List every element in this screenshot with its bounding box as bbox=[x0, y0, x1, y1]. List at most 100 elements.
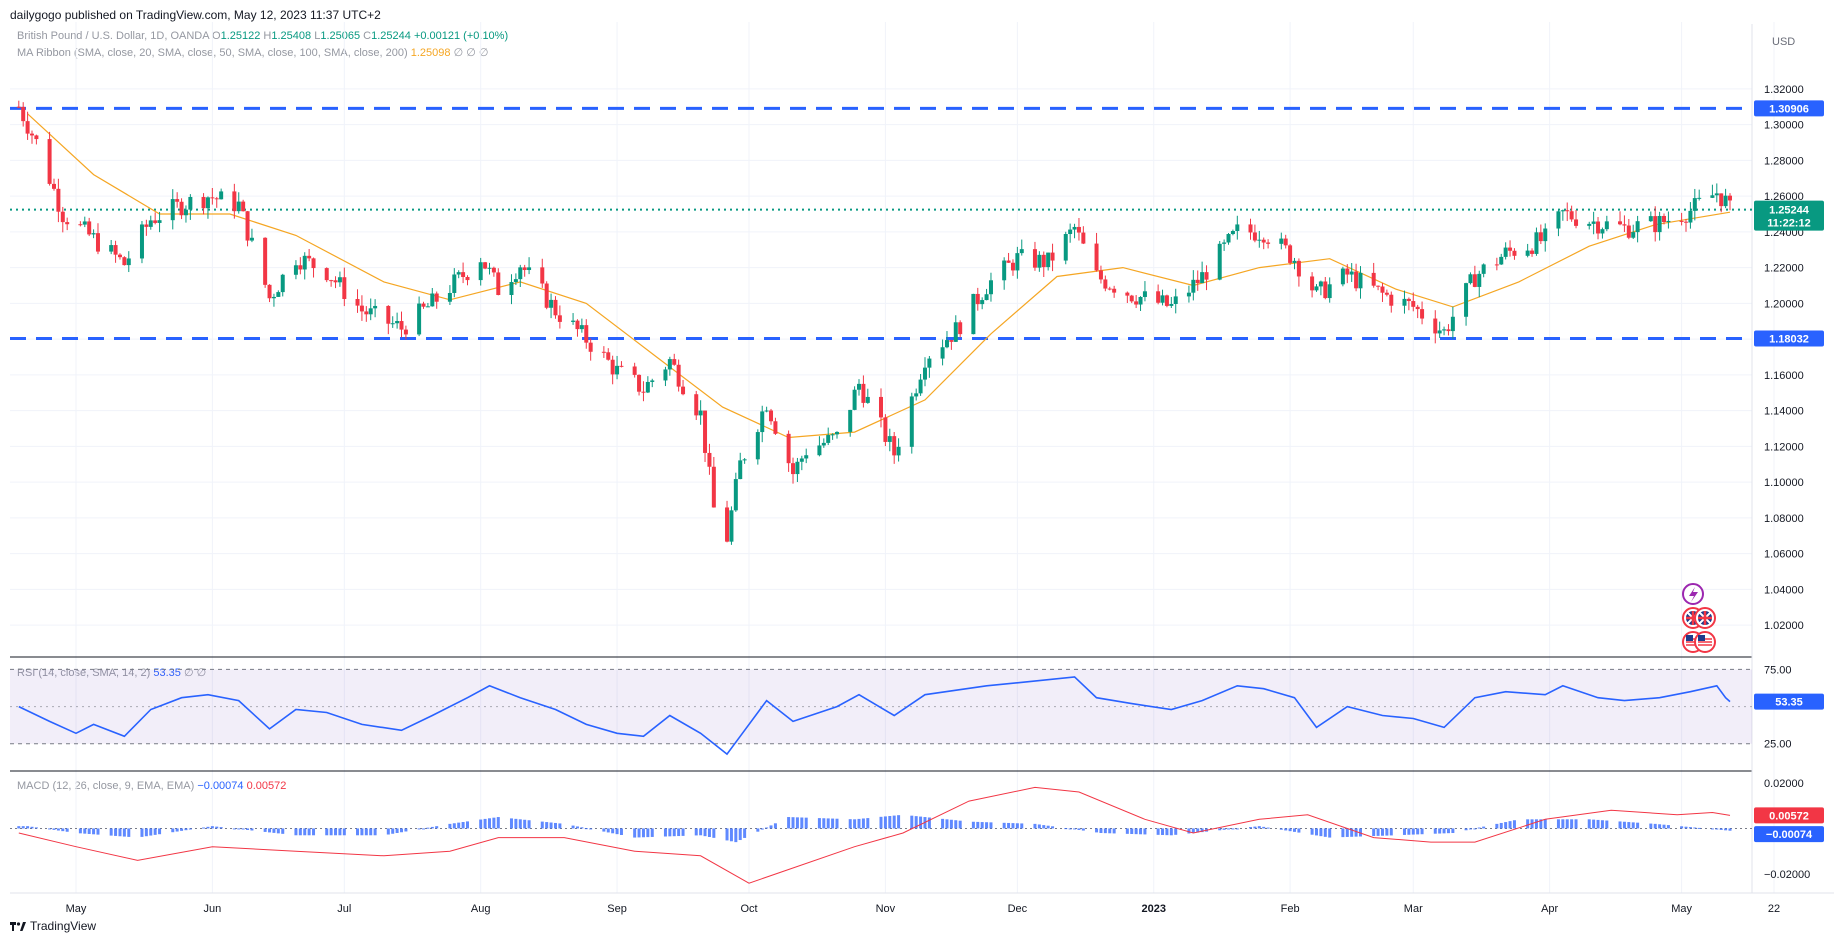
macd-hist-bar bbox=[1534, 819, 1538, 829]
macd-hist-bar bbox=[1662, 824, 1666, 829]
legend-open: 1.25122 bbox=[220, 30, 261, 42]
macd-hist-bar bbox=[1310, 828, 1314, 835]
macd-hist-bar bbox=[1438, 828, 1442, 834]
candle-body bbox=[1560, 210, 1565, 212]
candle-body bbox=[1041, 254, 1046, 268]
candle-body bbox=[1635, 221, 1640, 233]
candle-body bbox=[364, 311, 369, 315]
macd-hist-bar bbox=[1165, 828, 1169, 836]
candle-body bbox=[733, 479, 738, 511]
candle-body bbox=[1446, 329, 1451, 332]
candle-body bbox=[672, 359, 677, 365]
macd-hist-bar bbox=[1385, 828, 1389, 836]
candles bbox=[16, 100, 1732, 545]
candle-body bbox=[1186, 292, 1191, 297]
level-lines bbox=[10, 106, 1752, 341]
macd-hist-bar bbox=[694, 828, 698, 836]
candle-body bbox=[403, 329, 408, 335]
macd-hist-bar bbox=[1592, 819, 1596, 829]
candle-body bbox=[1464, 283, 1469, 317]
macd-hist-bar bbox=[184, 828, 188, 831]
candle-body bbox=[293, 265, 298, 275]
macd-hist-bar bbox=[175, 828, 179, 832]
candle-body bbox=[1442, 329, 1447, 331]
candle-body bbox=[16, 106, 21, 108]
price-axis[interactable]: 1.320001.300001.280001.260001.240001.220… bbox=[1764, 84, 1804, 632]
rsi-value-badge-text: 53.35 bbox=[1775, 697, 1803, 709]
candle-body bbox=[263, 237, 268, 285]
macd-hist-bar bbox=[1649, 823, 1653, 829]
candle-body bbox=[1226, 234, 1231, 243]
macd-hist-bar bbox=[1033, 823, 1037, 829]
macd-hist-bar bbox=[1046, 825, 1050, 829]
macd-hist-bar bbox=[584, 828, 588, 830]
candle-body bbox=[1688, 210, 1693, 223]
last-price-badge-text: 1.25244 bbox=[1769, 205, 1810, 217]
candle-body bbox=[148, 220, 153, 227]
candle-body bbox=[1195, 279, 1200, 284]
macd-hist-bar bbox=[883, 816, 887, 829]
macd-hist-bar bbox=[65, 828, 69, 832]
macd-hist-bar bbox=[571, 825, 575, 829]
time-axis[interactable]: May Jun Jul Aug Sep Oct Nov Dec 2023 Feb Mar Apr May… bbox=[66, 903, 1781, 915]
candle-body bbox=[139, 224, 144, 259]
candle-body bbox=[1437, 330, 1442, 334]
macd-hist-bar bbox=[1249, 827, 1253, 829]
macd-legend-label: MACD (12, 26, close, 9, EMA, EMA) bbox=[17, 780, 195, 792]
macd-hist-bar bbox=[509, 818, 513, 829]
candle-body bbox=[835, 431, 840, 435]
macd-hist-bar bbox=[760, 828, 764, 830]
uk-flag-icon[interactable] bbox=[1694, 607, 1716, 629]
legend-c-label: C bbox=[363, 30, 372, 42]
macd-tick-label: −0.02000 bbox=[1764, 869, 1810, 881]
candle-body bbox=[1327, 284, 1332, 299]
candle-body bbox=[1283, 238, 1288, 246]
rsi-legend: RSI (14, close, SMA, 14, 2) 53.35 ∅ ∅ bbox=[17, 666, 206, 679]
main-legend: British Pound / U.S. Dollar, 1D, OANDA O… bbox=[17, 30, 508, 42]
time-tick-label: Oct bbox=[740, 903, 757, 915]
macd-hist-bar bbox=[1636, 822, 1640, 829]
macd-hist-bar bbox=[78, 828, 82, 834]
support-badge-text: 1.18032 bbox=[1769, 334, 1809, 346]
macd-hist-bar bbox=[422, 828, 426, 830]
macd-hist-bar bbox=[1319, 828, 1323, 837]
macd-hist-bar bbox=[897, 815, 901, 829]
candle-body bbox=[1543, 228, 1548, 242]
macd-hist-bar bbox=[426, 827, 430, 829]
macd-hist-bar bbox=[804, 817, 808, 829]
macd-hist-bar bbox=[452, 823, 456, 829]
price-tick-label: 1.30000 bbox=[1764, 120, 1804, 132]
candle-body bbox=[817, 445, 822, 456]
lightning-icon[interactable] bbox=[1682, 583, 1704, 605]
macd-hist-bar bbox=[663, 828, 667, 837]
candle-body bbox=[804, 455, 809, 459]
candle-body bbox=[1692, 198, 1697, 211]
macd-hist-bar bbox=[1358, 828, 1362, 837]
macd-hist-bar bbox=[158, 828, 162, 835]
candle-body bbox=[29, 133, 34, 136]
macd-hist-bar bbox=[334, 828, 338, 836]
us-flag-icon[interactable] bbox=[1694, 631, 1716, 653]
candle-body bbox=[1292, 260, 1297, 263]
candle-body bbox=[1631, 232, 1636, 238]
macd-hist-bar bbox=[1719, 828, 1723, 830]
candle-body bbox=[1565, 210, 1570, 212]
macd-hist-bar bbox=[619, 828, 623, 835]
candle-body bbox=[615, 365, 620, 375]
candle-body bbox=[544, 283, 549, 308]
candle-body bbox=[1618, 221, 1623, 225]
macd-hist-bar bbox=[92, 828, 96, 835]
candle-body bbox=[179, 201, 184, 216]
candle-body bbox=[1384, 292, 1389, 295]
macd-hist-bar bbox=[180, 828, 184, 831]
macd-hist-bar bbox=[1314, 828, 1318, 836]
candle-body bbox=[342, 277, 347, 299]
macd-hist-bar bbox=[914, 816, 918, 829]
macd-hist-bar bbox=[958, 820, 962, 829]
candle-body bbox=[1173, 296, 1178, 305]
candle-body bbox=[769, 410, 774, 422]
candle-body bbox=[421, 303, 426, 307]
candle-body bbox=[1068, 229, 1073, 235]
time-tick-label: Feb bbox=[1281, 903, 1300, 915]
